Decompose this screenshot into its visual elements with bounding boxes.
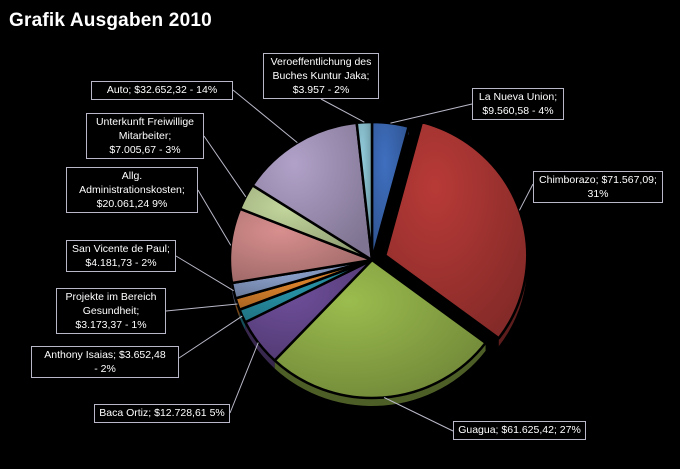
- leader-line: [165, 303, 238, 312]
- leader-line: [178, 315, 243, 359]
- leader-line: [320, 98, 365, 123]
- leader-line: [197, 189, 232, 246]
- data-label: Veroeffentlichung des Buches Kuntur Jaka…: [263, 53, 379, 99]
- leader-line: [229, 342, 259, 414]
- leader-line: [390, 103, 473, 124]
- data-label: Chimborazo; $71.567,09; 31%: [533, 171, 663, 203]
- pie-slice[interactable]: [251, 121, 374, 262]
- data-label: Anthony Isaias; $3.652,48 - 2%: [31, 346, 179, 378]
- data-label: Unterkunft Freiwillige Mitarbeiter; $7.0…: [86, 113, 204, 159]
- data-label: San Vicente de Paul; $4.181,73 - 2%: [66, 240, 176, 272]
- pie-slice[interactable]: [273, 258, 487, 400]
- data-label: Allg. Administrationskosten; $20.061,24 …: [66, 167, 198, 213]
- data-label: Baca Ortiz; $12.728,61 5%: [94, 404, 230, 423]
- data-label: Projekte im Bereich Gesundheit; $3.173,3…: [56, 288, 166, 334]
- chart-title: Grafik Ausgaben 2010: [9, 10, 212, 31]
- leader-line: [383, 397, 454, 432]
- data-label: Guagua; $61.625,42; 27%: [453, 421, 586, 440]
- leader-line: [232, 89, 298, 144]
- data-label: La Nueva Union; $9.560,58 - 4%: [472, 88, 564, 120]
- pie-slice-depth: [274, 342, 486, 406]
- data-label: Auto; $32.652,32 - 14%: [91, 81, 233, 100]
- leader-line: [518, 183, 534, 211]
- leader-line: [175, 255, 234, 292]
- leader-line: [203, 135, 247, 198]
